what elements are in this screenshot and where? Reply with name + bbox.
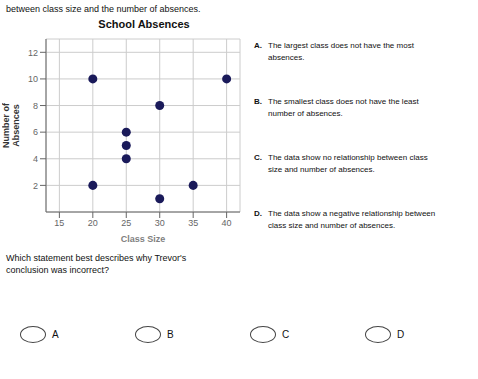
svg-text:8: 8 xyxy=(33,101,38,111)
html-text:C.: C. xyxy=(254,153,262,162)
svg-text:12: 12 xyxy=(28,48,38,58)
html-text:The data show no relationship: The data show no relationship between cl… xyxy=(268,153,428,162)
html-text:A: A xyxy=(52,329,59,340)
svg-text:35: 35 xyxy=(188,218,198,228)
svg-text:30: 30 xyxy=(155,218,165,228)
svg-text:40: 40 xyxy=(222,218,232,228)
svg-text:15: 15 xyxy=(54,218,64,228)
html-text:Which statement best describes: Which statement best describes why Trevo… xyxy=(6,253,187,263)
html-text:B: B xyxy=(167,329,174,340)
html-text:number of absences.: number of absences. xyxy=(268,109,343,118)
svg-text:10: 10 xyxy=(28,74,38,84)
svg-text:25: 25 xyxy=(121,218,131,228)
html-text:C: C xyxy=(282,329,290,340)
html-text:between class size and the num: between class size and the number of abs… xyxy=(6,4,201,14)
svg-text:Number ofAbsences: Number ofAbsences xyxy=(8,102,21,148)
svg-text:4: 4 xyxy=(33,154,38,164)
html-text:The smallest class does not ha: The smallest class does not have the lea… xyxy=(268,97,419,106)
svg-text:Class Size: Class Size xyxy=(121,234,166,242)
html-text:A.: A. xyxy=(254,41,262,50)
html-text:The largest class does not hav: The largest class does not have the most xyxy=(268,41,414,50)
html-text:D: D xyxy=(397,329,405,340)
html-text:absences.: absences. xyxy=(268,53,305,62)
html-text:conclusion was incorrect?: conclusion was incorrect? xyxy=(6,265,110,275)
html-text:B.: B. xyxy=(254,97,262,106)
html-text:size and number of absences.: size and number of absences. xyxy=(268,165,375,174)
html-text:School Absences: School Absences xyxy=(98,18,190,30)
svg-text:20: 20 xyxy=(88,218,98,228)
html-text:D.: D. xyxy=(254,209,262,218)
svg-text:2: 2 xyxy=(33,181,38,191)
html-text:The data show a negative relat: The data show a negative relationship be… xyxy=(268,209,436,218)
svg-text:6: 6 xyxy=(33,127,38,137)
html-text:class size and number of absen: class size and number of absences. xyxy=(268,221,396,230)
